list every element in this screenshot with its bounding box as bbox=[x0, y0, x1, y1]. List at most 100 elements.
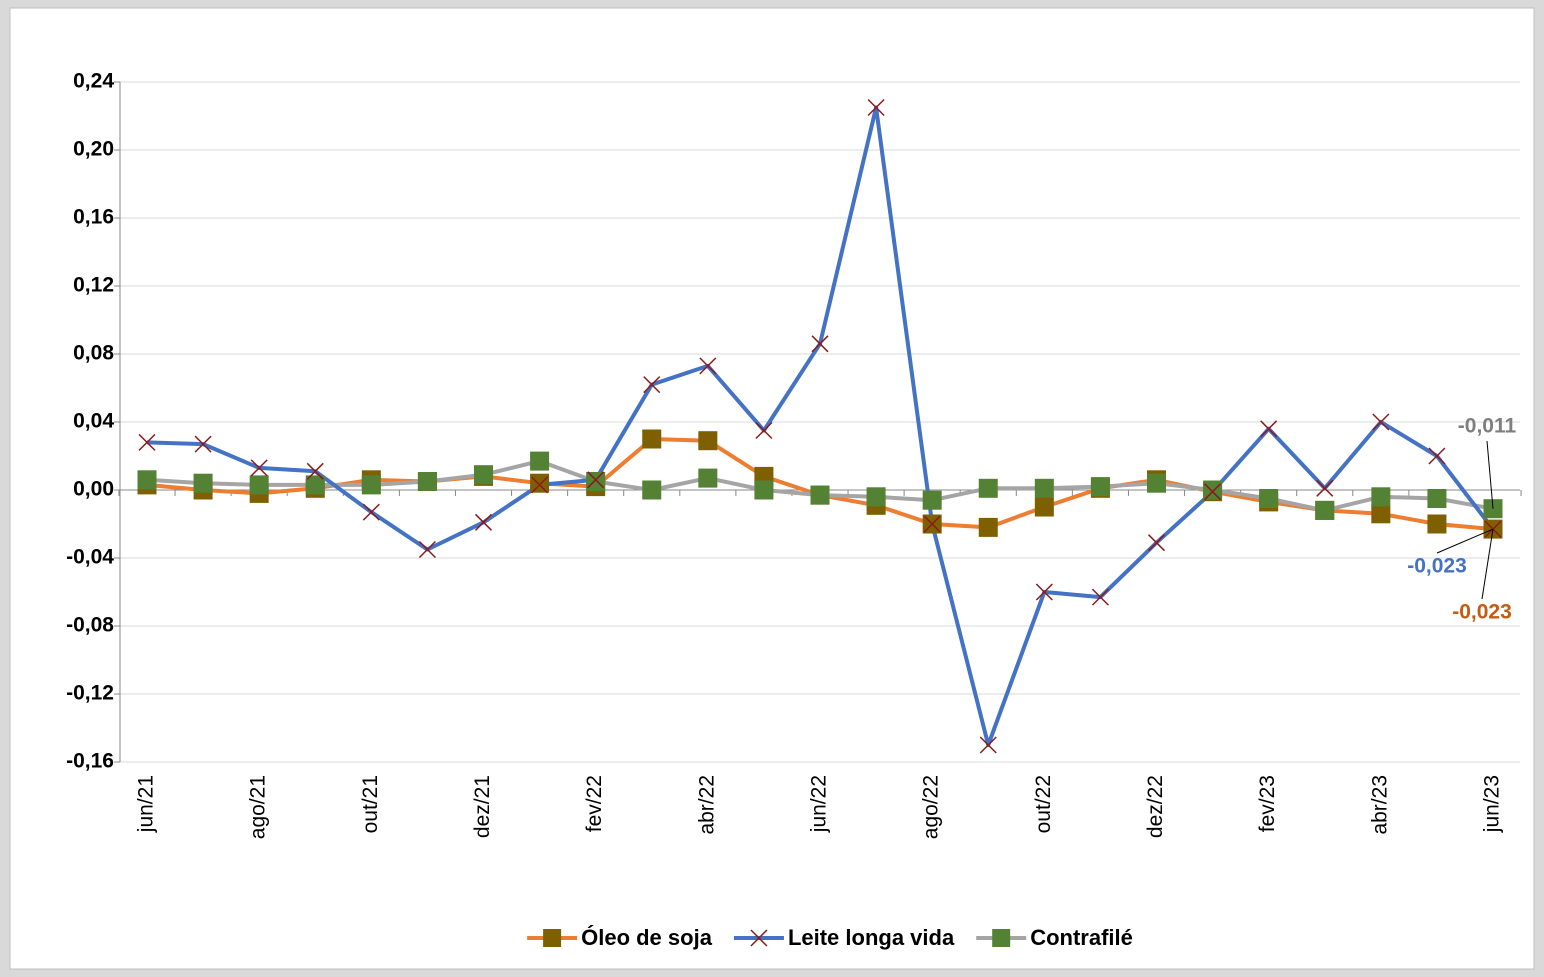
marker bbox=[866, 487, 886, 507]
marker bbox=[474, 513, 493, 531]
marker-stroke bbox=[531, 476, 549, 494]
marker-stroke bbox=[1316, 479, 1334, 497]
marker bbox=[699, 357, 717, 375]
marker bbox=[1090, 477, 1110, 497]
marker-stroke bbox=[306, 462, 324, 480]
marker bbox=[1371, 504, 1391, 524]
x-tick-label: jun/21 bbox=[135, 775, 158, 833]
marker-stroke bbox=[138, 433, 156, 451]
legend-label: Óleo de soja bbox=[581, 925, 713, 950]
legend-label: Leite longa vida bbox=[788, 925, 955, 950]
leader-line bbox=[1481, 529, 1494, 600]
x-tick-label: abr/22 bbox=[695, 775, 718, 835]
marker-stroke bbox=[811, 335, 829, 353]
marker bbox=[1147, 534, 1166, 552]
legend-marker bbox=[992, 929, 1011, 947]
marker bbox=[642, 480, 662, 500]
marker bbox=[754, 480, 774, 500]
marker-stroke bbox=[1260, 420, 1278, 438]
x-tick-label: out/22 bbox=[1032, 775, 1055, 833]
x-tick-label: jun/23 bbox=[1481, 775, 1504, 833]
marker bbox=[1260, 420, 1278, 438]
marker bbox=[810, 485, 830, 505]
marker bbox=[587, 471, 605, 489]
marker bbox=[531, 476, 549, 494]
marker bbox=[978, 517, 998, 537]
marker-stroke bbox=[923, 515, 941, 533]
data-label: -0,023 bbox=[1407, 555, 1467, 578]
marker bbox=[698, 431, 718, 451]
marker bbox=[1315, 500, 1335, 520]
marker bbox=[755, 421, 773, 440]
marker-stroke bbox=[362, 503, 380, 521]
y-tick-label: 0,24 bbox=[73, 70, 114, 93]
marker bbox=[1316, 479, 1334, 497]
y-tick-label: -0,12 bbox=[66, 682, 114, 705]
marker-stroke bbox=[1147, 534, 1166, 552]
marker bbox=[138, 433, 156, 451]
y-tick-label: 0,16 bbox=[73, 206, 114, 229]
legend-marker bbox=[750, 929, 768, 947]
marker bbox=[418, 540, 436, 559]
marker bbox=[1203, 480, 1223, 500]
x-tick-label: ago/22 bbox=[920, 775, 943, 839]
marker bbox=[978, 478, 998, 498]
marker-stroke bbox=[867, 98, 885, 117]
x-tick-label: dez/22 bbox=[1144, 775, 1167, 838]
x-tick-label: ago/21 bbox=[247, 775, 270, 839]
marker bbox=[1034, 478, 1054, 498]
marker bbox=[586, 472, 606, 491]
marker bbox=[1428, 447, 1446, 465]
marker-stroke bbox=[1204, 483, 1222, 501]
marker bbox=[923, 515, 941, 533]
marker bbox=[530, 451, 550, 471]
x-tick-label: jun/22 bbox=[808, 775, 831, 833]
marker bbox=[811, 335, 829, 353]
marker bbox=[979, 736, 997, 754]
x-tick-label: abr/23 bbox=[1368, 775, 1391, 835]
data-label: -0,023 bbox=[1452, 601, 1512, 624]
leader-line bbox=[1436, 528, 1494, 554]
legend-marker bbox=[543, 929, 562, 947]
marker-stroke bbox=[418, 540, 436, 559]
y-tick-label: 0,12 bbox=[73, 274, 114, 297]
y-tick-label: 0,00 bbox=[73, 478, 114, 501]
marker bbox=[1091, 588, 1109, 606]
marker bbox=[193, 473, 213, 493]
marker-stroke bbox=[1091, 588, 1109, 606]
marker bbox=[305, 475, 325, 495]
marker-stroke bbox=[1035, 583, 1053, 601]
marker bbox=[1372, 413, 1390, 431]
x-tick-label: dez/21 bbox=[471, 775, 494, 838]
marker-stroke bbox=[1372, 413, 1390, 431]
marker bbox=[306, 462, 324, 480]
marker bbox=[530, 473, 550, 493]
marker bbox=[362, 503, 380, 521]
y-tick-label: -0,08 bbox=[66, 614, 114, 637]
y-tick-label: 0,20 bbox=[73, 138, 114, 161]
marker-stroke bbox=[699, 357, 717, 375]
marker bbox=[1147, 473, 1166, 493]
x-tick-label: fev/23 bbox=[1256, 775, 1279, 832]
legend: Óleo de soja Leite longa vida Contrafilé bbox=[527, 925, 1133, 950]
marker bbox=[474, 465, 493, 485]
marker bbox=[361, 475, 381, 495]
marker bbox=[1204, 483, 1222, 501]
marker bbox=[249, 475, 269, 495]
marker bbox=[417, 472, 437, 491]
y-tick-label: 0,04 bbox=[73, 410, 114, 433]
marker bbox=[1259, 489, 1279, 508]
marker bbox=[1427, 514, 1447, 534]
legend-label: Contrafilé bbox=[1030, 925, 1133, 950]
marker bbox=[867, 98, 885, 117]
marker bbox=[1035, 583, 1053, 601]
marker bbox=[194, 435, 212, 453]
marker bbox=[250, 459, 268, 477]
marker-stroke bbox=[587, 471, 605, 489]
marker bbox=[1034, 497, 1054, 517]
y-tick-label: -0,04 bbox=[66, 546, 114, 569]
marker bbox=[642, 429, 662, 449]
x-tick-label: fev/22 bbox=[583, 775, 606, 832]
marker bbox=[643, 376, 661, 394]
